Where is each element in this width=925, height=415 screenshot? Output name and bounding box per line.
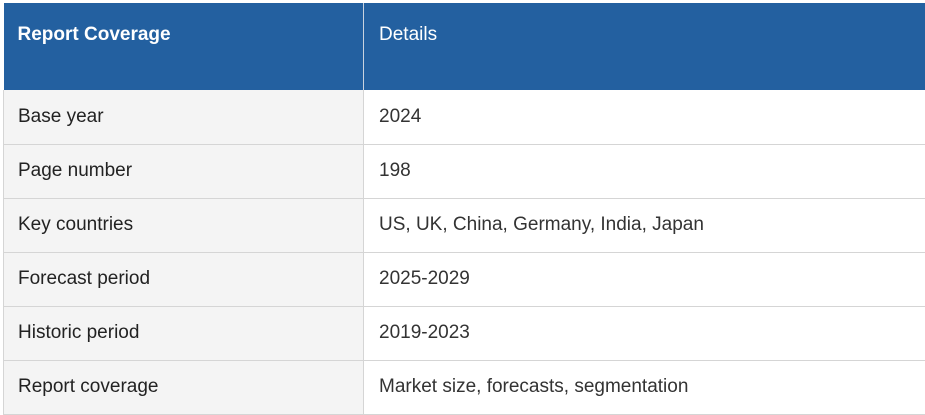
header-report-coverage: Report Coverage — [3, 3, 364, 90]
row-value-page-number: 198 — [363, 144, 925, 199]
table-row: Page number 198 — [3, 144, 925, 199]
header-row: Report Coverage Details — [3, 3, 925, 90]
header-details: Details — [363, 3, 925, 90]
table-body: Base year 2024 Page number 198 Key count… — [3, 90, 925, 415]
row-value-forecast-period: 2025-2029 — [363, 252, 925, 307]
row-value-key-countries: US, UK, China, Germany, India, Japan — [363, 198, 925, 253]
table-row: Forecast period 2025-2029 — [3, 252, 925, 307]
row-value-historic-period: 2019-2023 — [363, 306, 925, 361]
row-label-base-year: Base year — [3, 90, 364, 145]
row-label-key-countries: Key countries — [3, 198, 364, 253]
table-row: Base year 2024 — [3, 90, 925, 145]
row-value-base-year: 2024 — [363, 90, 925, 145]
row-label-historic-period: Historic period — [3, 306, 364, 361]
row-label-page-number: Page number — [3, 144, 364, 199]
row-value-report-coverage: Market size, forecasts, segmentation — [363, 360, 925, 415]
table-row: Historic period 2019-2023 — [3, 306, 925, 361]
table-row: Report coverage Market size, forecasts, … — [3, 360, 925, 415]
table-header: Report Coverage Details — [3, 3, 925, 90]
row-label-forecast-period: Forecast period — [3, 252, 364, 307]
report-coverage-table: Report Coverage Details Base year 2024 P… — [3, 3, 925, 415]
table-row: Key countries US, UK, China, Germany, In… — [3, 198, 925, 253]
row-label-report-coverage: Report coverage — [3, 360, 364, 415]
